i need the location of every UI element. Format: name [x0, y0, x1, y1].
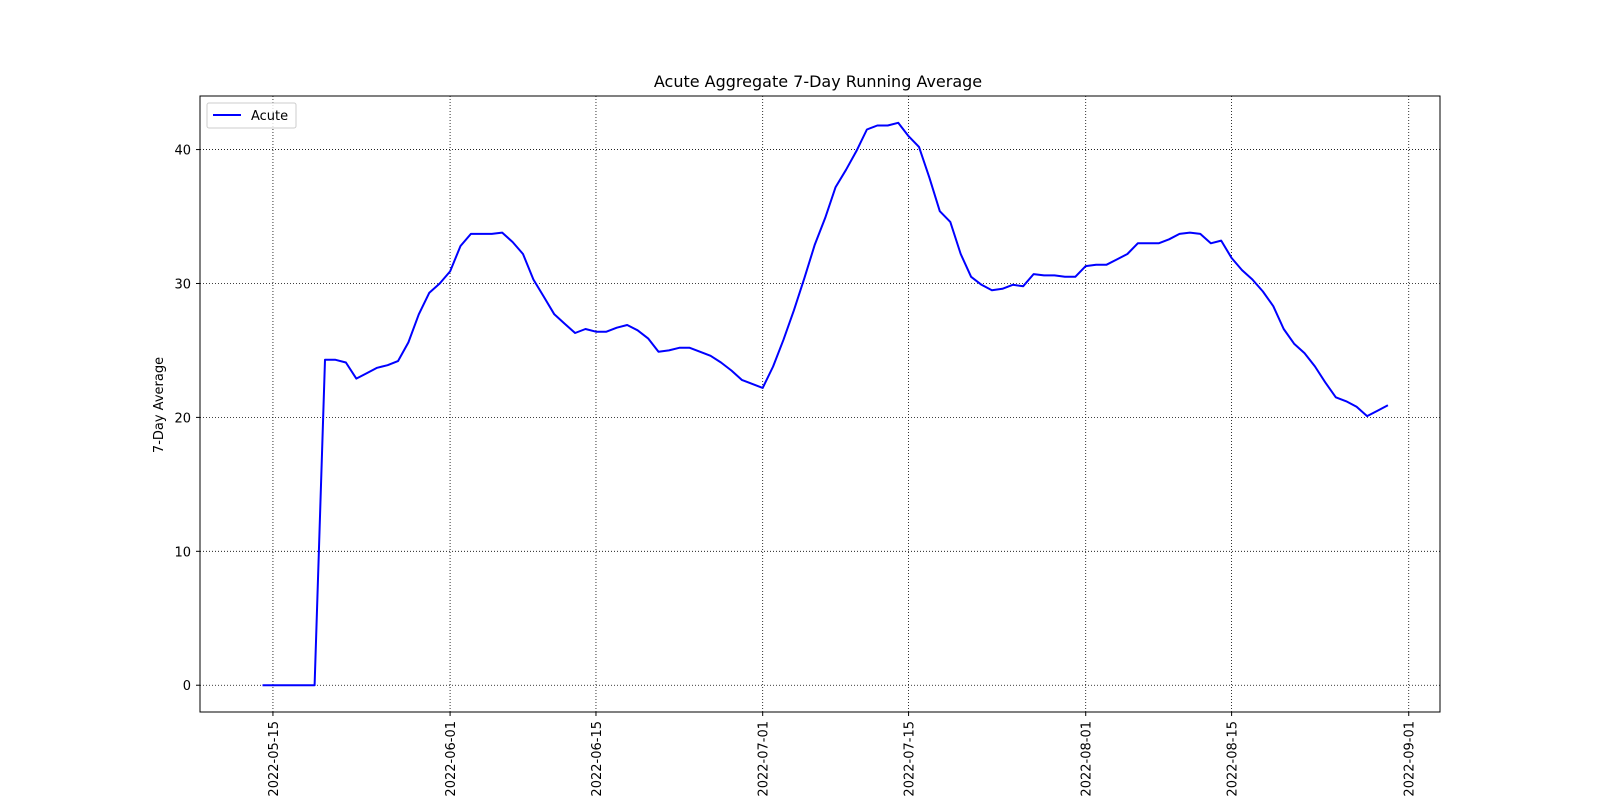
y-tick-label: 20 — [174, 411, 191, 426]
x-tick-label: 2022-07-15 — [903, 721, 918, 797]
legend: Acute — [206, 102, 297, 129]
y-tick-label: 10 — [174, 545, 191, 560]
x-tick-label: 2022-07-01 — [757, 721, 772, 797]
grid — [200, 96, 1440, 712]
y-axis-label: 7-Day Average — [152, 357, 167, 453]
legend-box — [206, 102, 297, 129]
x-tick-label: 2022-08-01 — [1080, 721, 1095, 797]
y-tick-label: 40 — [174, 144, 191, 159]
ticks: 0 10 20 30 40 2022-05-15 2022-06-01 2022-06-15 2… — [174, 144, 1417, 797]
plot-area-frame — [199, 95, 1441, 713]
x-tick-label: 2022-09-01 — [1403, 721, 1418, 797]
y-tick-label: 30 — [174, 277, 191, 292]
y-tick-label: 0 — [183, 679, 191, 694]
series-layer — [262, 121, 1389, 687]
x-tick-label: 2022-05-15 — [267, 721, 282, 797]
x-tick-label: 2022-06-01 — [444, 721, 459, 797]
x-tick-label: 2022-08-15 — [1226, 721, 1241, 797]
chart-title: Acute Aggregate 7-Day Running Average — [654, 72, 982, 91]
series-line-acute — [262, 121, 1389, 687]
x-tick-label: 2022-06-15 — [590, 721, 605, 797]
legend-label-acute: Acute — [251, 109, 288, 124]
